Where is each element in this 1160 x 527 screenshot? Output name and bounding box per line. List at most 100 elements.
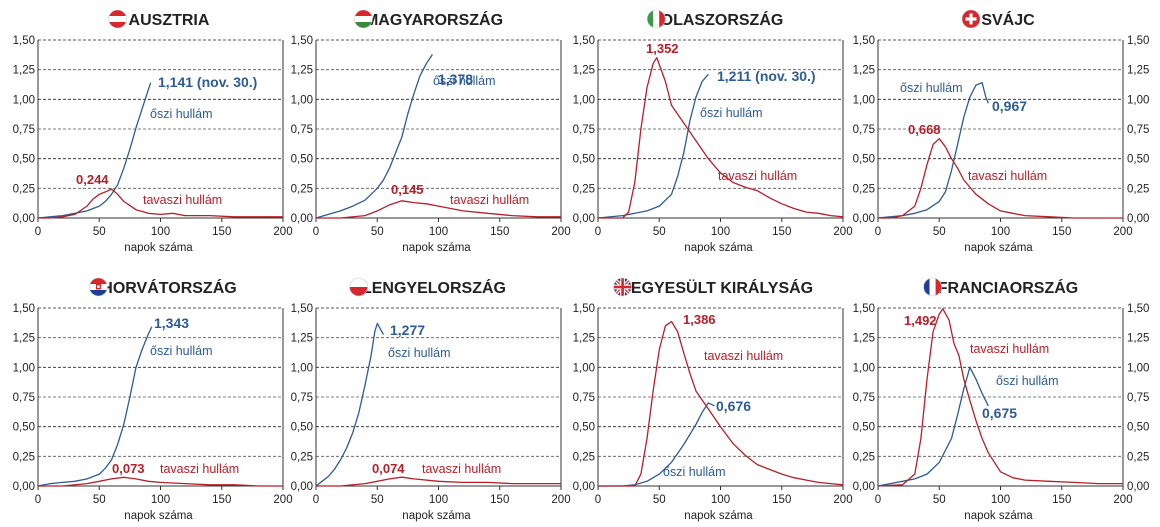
spring-series-label: tavaszi hullám [968, 169, 1047, 183]
x-axis-label: napok száma [684, 510, 753, 522]
y-tick-label: 1,50 [13, 35, 35, 47]
spring-peak-label: 0,074 [372, 461, 405, 476]
y-tick-label-right: 1,00 [1127, 94, 1149, 106]
y-tick-label-right: 0,25 [1127, 183, 1149, 195]
chart-title: LENGYELORSZÁG [362, 278, 506, 297]
y-tick-label-right: 0,25 [1127, 451, 1149, 463]
y-tick-label-right: 0,00 [1127, 213, 1149, 225]
y-tick-label: 1,00 [853, 362, 875, 374]
austria-flag-icon [108, 9, 127, 29]
autumn-series-label: őszi hullám [663, 465, 726, 479]
x-tick-label: 100 [429, 226, 448, 238]
autumn-series-label: őszi hullám [150, 107, 213, 121]
x-tick-label: 150 [212, 226, 231, 238]
x-tick-label: 200 [1113, 494, 1132, 506]
spring-wave-line [598, 56, 844, 219]
x-tick-label: 150 [1052, 226, 1071, 238]
y-tick-label: 0,50 [13, 422, 35, 434]
y-tick-label: 0,25 [573, 183, 595, 195]
y-tick-label: 0,75 [13, 392, 35, 404]
spring-peak-label: 1,386 [683, 312, 716, 327]
y-tick-label-right: 1,00 [1127, 362, 1149, 374]
spring-wave-line [38, 476, 283, 487]
y-tick-label-right: 0,00 [1127, 481, 1149, 493]
chart-title: AUSZTRIA [129, 12, 210, 29]
x-tick-label: 100 [151, 226, 170, 238]
y-tick-label: 0,75 [291, 392, 313, 404]
autumn-wave-line [37, 326, 153, 487]
x-tick-label: 150 [772, 226, 791, 238]
y-tick-label-right: 0,75 [1127, 124, 1149, 136]
autumn-wave-line [598, 402, 715, 487]
spring-series-label: tavaszi hullám [160, 462, 239, 476]
y-tick-label-right: 0,50 [1127, 154, 1149, 166]
x-tick-label: 50 [653, 494, 666, 506]
autumn-wave-line [877, 366, 989, 487]
y-tick-label: 1,00 [573, 362, 595, 374]
italy-flag-icon [646, 9, 666, 29]
y-tick-label-right: 1,25 [1127, 333, 1149, 345]
spring-wave-line [878, 138, 1123, 219]
y-tick-label-right: 1,25 [1127, 65, 1149, 77]
y-tick-label-right: 0,50 [1127, 422, 1149, 434]
y-tick-label: 0,50 [573, 154, 595, 166]
autumn-peak-label: 1,343 [154, 315, 189, 331]
spring-wave-line [38, 188, 283, 219]
y-tick-label: 0,75 [853, 392, 875, 404]
x-tick-label: 150 [490, 494, 509, 506]
y-tick-label: 1,50 [13, 303, 35, 315]
x-axis-label: napok száma [402, 510, 471, 522]
y-tick-label: 1,00 [291, 94, 313, 106]
y-tick-label: 0,50 [13, 154, 35, 166]
x-tick-label: 50 [371, 494, 384, 506]
y-tick-label: 0,25 [853, 451, 875, 463]
x-tick-label: 100 [711, 226, 730, 238]
x-tick-label: 50 [93, 494, 106, 506]
autumn-series-label: őszi hullám [433, 74, 496, 88]
spring-series-label: tavaszi hullám [450, 193, 529, 207]
y-tick-label: 0,50 [853, 154, 875, 166]
spring-peak-label: 1,492 [904, 313, 937, 328]
x-tick-label: 50 [653, 226, 666, 238]
y-tick-label: 1,50 [853, 35, 875, 47]
y-tick-label: 0,25 [13, 451, 35, 463]
y-tick-label: 0,50 [573, 422, 595, 434]
y-tick-label: 0,50 [291, 422, 313, 434]
x-tick-label: 150 [212, 494, 231, 506]
y-tick-label: 1,25 [291, 65, 313, 77]
x-tick-label: 200 [1113, 226, 1132, 238]
spring-peak-label: 1,352 [646, 41, 679, 56]
panel-franciaország: FRANCIAORSZÁG 0,00 0,00 0,25 0,25 0,50 0,50 0,7… [853, 277, 1149, 522]
x-tick-label: 150 [490, 226, 509, 238]
spring-series-label: tavaszi hullám [718, 169, 797, 183]
poland-flag-icon [349, 277, 368, 297]
autumn-series-label: őszi hullám [388, 346, 451, 360]
y-tick-label: 0,25 [291, 183, 313, 195]
x-tick-label: 0 [875, 494, 881, 506]
spring-peak-label: 0,145 [391, 182, 424, 197]
y-tick-label: 0,00 [13, 481, 35, 493]
panel-horvátország: HORVÁTORSZÁG 0,00 0,25 0,50 0,75 1,00 1,25 1,50… [13, 277, 293, 522]
x-tick-label: 100 [711, 494, 730, 506]
y-tick-label: 0,50 [291, 154, 313, 166]
x-tick-label: 200 [833, 226, 852, 238]
spring-series-label: tavaszi hullám [422, 462, 501, 476]
y-tick-label: 1,50 [853, 303, 875, 315]
x-tick-label: 0 [595, 494, 601, 506]
chart-title: MAGYARORSZÁG [365, 10, 503, 29]
x-tick-label: 50 [371, 226, 384, 238]
autumn-series-label: őszi hullám [900, 81, 963, 95]
y-tick-label: 1,00 [573, 94, 595, 106]
x-tick-label: 200 [273, 226, 292, 238]
autumn-wave-line [37, 82, 152, 219]
y-tick-label: 0,75 [291, 124, 313, 136]
x-tick-label: 50 [933, 494, 946, 506]
y-tick-label-right: 1,50 [1127, 303, 1149, 315]
x-tick-label: 100 [151, 494, 170, 506]
france-flag-icon [923, 277, 942, 297]
autumn-peak-label: 0,675 [982, 405, 1017, 421]
switzerland-flag-icon [961, 9, 981, 29]
uk-flag-icon [613, 277, 632, 297]
spring-peak-label: 0,244 [76, 172, 109, 187]
autumn-peak-label: 1,141 (nov. 30.) [158, 74, 257, 90]
